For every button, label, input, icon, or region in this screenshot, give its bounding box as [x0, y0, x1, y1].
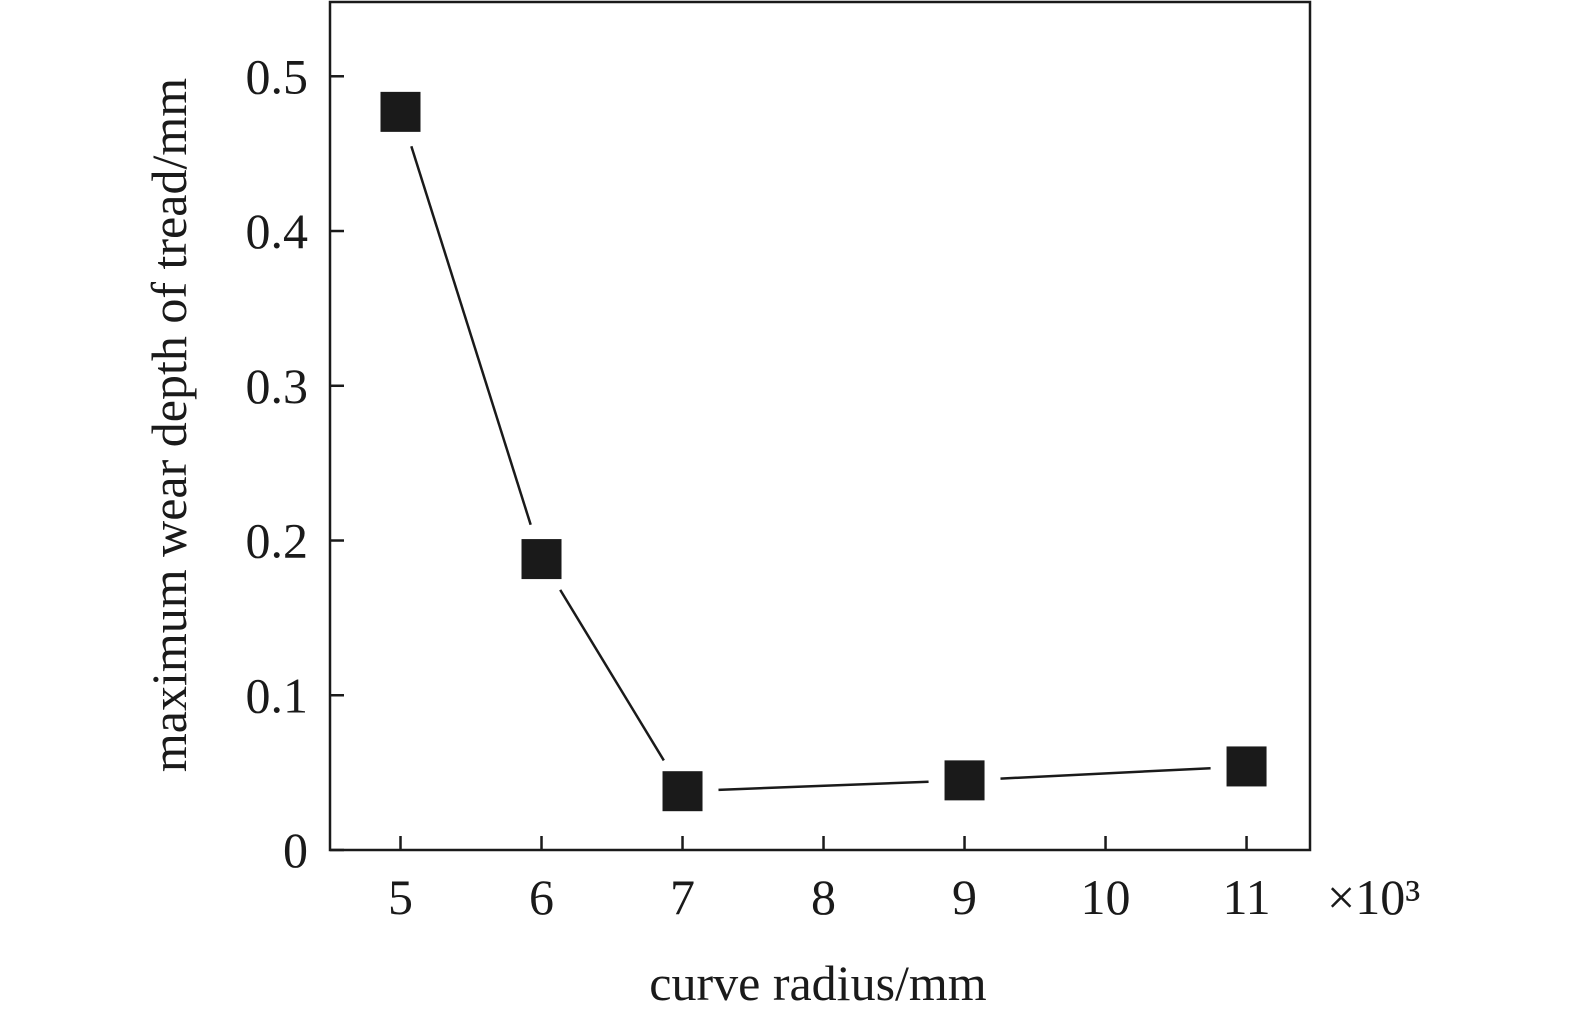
data-point-square [1226, 746, 1267, 787]
x-tick-label: 6 [529, 869, 554, 925]
x-tick-label: 8 [811, 869, 836, 925]
x-tick-label: 10 [1081, 869, 1131, 925]
data-point-square [944, 760, 985, 801]
y-axis-title: maximum wear depth of tread/mm [141, 78, 197, 772]
series-segment [559, 589, 665, 762]
y-tick-label: 0.5 [246, 48, 309, 104]
y-tick-label: 0.3 [246, 358, 309, 414]
y-tick-label: 0 [283, 822, 308, 878]
y-tick-label: 0.4 [246, 203, 309, 259]
series-lines [410, 145, 1211, 792]
series-segment [718, 780, 929, 792]
series-segment [410, 145, 532, 526]
series-segment [1000, 766, 1211, 780]
x-axis-ticks: 5 6 7 8 9 10 11 [388, 836, 1271, 925]
y-axis-ticks: 0 0.1 0.2 0.3 0.4 0.5 [246, 48, 344, 878]
y-tick-label: 0.2 [246, 513, 309, 569]
x-tick-label: 9 [952, 869, 977, 925]
data-point-square [380, 91, 421, 132]
data-point-square [662, 771, 703, 812]
x-tick-label: 7 [670, 869, 695, 925]
plot-frame [328, 0, 1312, 852]
series-markers [380, 91, 1267, 812]
y-tick-label: 0.1 [246, 667, 309, 723]
x-tick-label: 11 [1222, 869, 1270, 925]
x-axis-title: curve radius/mm [649, 955, 987, 1011]
data-point-square [521, 539, 562, 580]
x-tick-label: 5 [388, 869, 413, 925]
x-multiplier-label: ×10³ [1327, 869, 1420, 925]
